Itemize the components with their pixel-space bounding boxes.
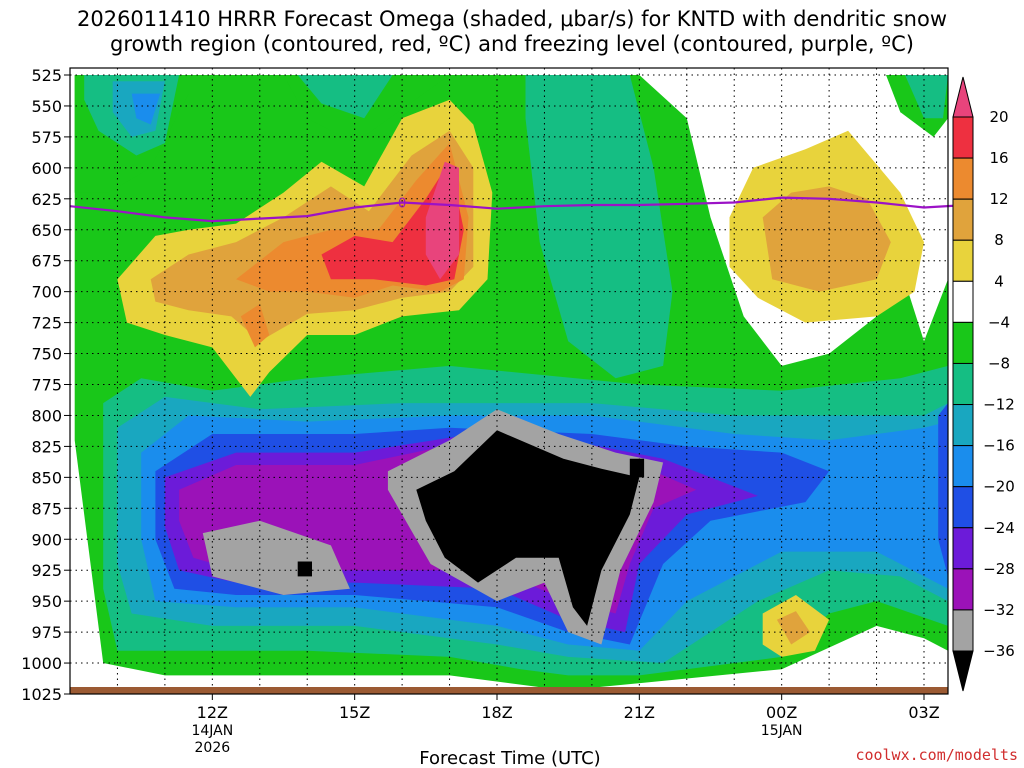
colorbar-label-13: −36 [983, 642, 1015, 660]
y-tick-label-9: 750 [31, 345, 62, 364]
y-tick-label-12: 825 [31, 437, 62, 456]
credit-text: coolwx.com/modelts [855, 746, 1018, 764]
colorbar-box-2 [952, 198, 974, 241]
freezing-level-label: 0 [398, 197, 406, 212]
y-tick-label-4: 625 [31, 190, 62, 209]
omega-region-7 [905, 75, 948, 119]
y-tick-label-0: 525 [31, 66, 62, 85]
colorbar-box-8 [952, 445, 974, 488]
colorbar-box-4 [952, 280, 974, 323]
y-tick-label-13: 850 [31, 468, 62, 487]
grid-lines [70, 68, 948, 695]
freezing-level: 0 [69, 196, 967, 223]
y-tick-label-6: 675 [31, 252, 62, 271]
colorbar-box-6 [952, 362, 974, 406]
colorbar-box-5 [952, 321, 974, 364]
omega-region-30 [240, 304, 270, 348]
y-tick-label-11: 800 [31, 406, 62, 425]
colorbar-label-7: −12 [983, 396, 1015, 414]
colorbar-box-10 [952, 527, 974, 570]
colorbar-label-8: −16 [983, 437, 1015, 455]
colorbar-box-12 [952, 609, 974, 652]
colorbar-box-0 [952, 116, 974, 159]
colorbar-label-4: 4 [994, 272, 1004, 290]
colorbar-label-2: 12 [989, 190, 1008, 208]
colorbar-top-arrow [952, 76, 974, 118]
x-tick-date-0: 14JAN [191, 723, 233, 739]
y-tick-label-18: 975 [31, 623, 62, 642]
y-tick-label-2: 575 [31, 128, 62, 147]
x-tick-year-0: 2026 [195, 740, 231, 756]
omega-region-32 [425, 161, 459, 280]
colorbar-label-5: −4 [988, 313, 1010, 331]
colorbar-label-0: 20 [989, 108, 1008, 126]
colorbar-label-1: 16 [989, 149, 1008, 167]
omega-region-6 [525, 75, 673, 379]
x-tick-date-4: 15JAN [761, 723, 803, 739]
y-tick-label-20: 1025 [21, 685, 62, 704]
colorbar-box-3 [952, 239, 974, 282]
omega-shading [74, 75, 948, 688]
x-tick-label-0: 12Z [197, 703, 228, 722]
colorbar-label-9: −20 [983, 478, 1015, 496]
omega-region-11 [131, 93, 161, 125]
x-tick-label-1: 15Z [339, 703, 370, 722]
ground-strip [70, 687, 948, 694]
y-axis: 525 550 575 600 625 650 675 700 725 750 775 800 825 8… [21, 66, 70, 704]
y-tick-label-7: 700 [31, 283, 62, 302]
colorbar: 20 16 12 8 4 −4 −8 −12 −16 −20 −24 −28 −32 −36 [952, 76, 1015, 692]
omega-region-21 [297, 561, 312, 577]
omega-region-5 [297, 75, 393, 119]
colorbar-box-11 [952, 568, 974, 611]
y-tick-label-14: 875 [31, 499, 62, 518]
colorbar-bottom-arrow [952, 650, 974, 692]
omega-region-27 [762, 186, 891, 292]
plot-frame [69, 67, 949, 695]
plot-area: 0 [69, 67, 967, 695]
x-tick-label-5: 03Z [908, 703, 939, 722]
y-tick-label-10: 775 [31, 376, 62, 395]
y-tick-label-16: 925 [31, 561, 62, 580]
freezing-level-line [69, 196, 967, 223]
y-tick-label-15: 900 [31, 530, 62, 549]
x-axis-label: Forecast Time (UTC) [419, 748, 600, 768]
colorbar-box-1 [952, 157, 974, 200]
y-tick-label-5: 650 [31, 221, 62, 240]
y-tick-label-17: 950 [31, 592, 62, 611]
omega-region-22 [629, 458, 645, 478]
chart-title-line2: growth region (contoured, red, ºC) and f… [110, 32, 914, 56]
colorbar-label-11: −28 [983, 560, 1015, 578]
x-tick-label-4: 00Z [766, 703, 797, 722]
colorbar-label-12: −32 [983, 601, 1015, 619]
y-tick-label-1: 550 [31, 97, 62, 116]
y-tick-label-19: 1000 [21, 654, 62, 673]
omega-region-20 [416, 430, 640, 626]
colorbar-label-3: 8 [994, 231, 1004, 249]
y-tick-label-3: 600 [31, 159, 62, 178]
colorbar-box-9 [952, 486, 974, 529]
chart-title-line1: 2026011410 HRRR Forecast Omega (shaded, … [77, 7, 947, 31]
x-tick-label-3: 21Z [624, 703, 655, 722]
y-tick-label-8: 725 [31, 314, 62, 333]
x-tick-label-2: 18Z [481, 703, 512, 722]
colorbar-box-7 [952, 404, 974, 447]
omega-region-28 [776, 611, 811, 645]
colorbar-label-10: −24 [983, 519, 1015, 537]
colorbar-label-6: −8 [988, 354, 1010, 372]
